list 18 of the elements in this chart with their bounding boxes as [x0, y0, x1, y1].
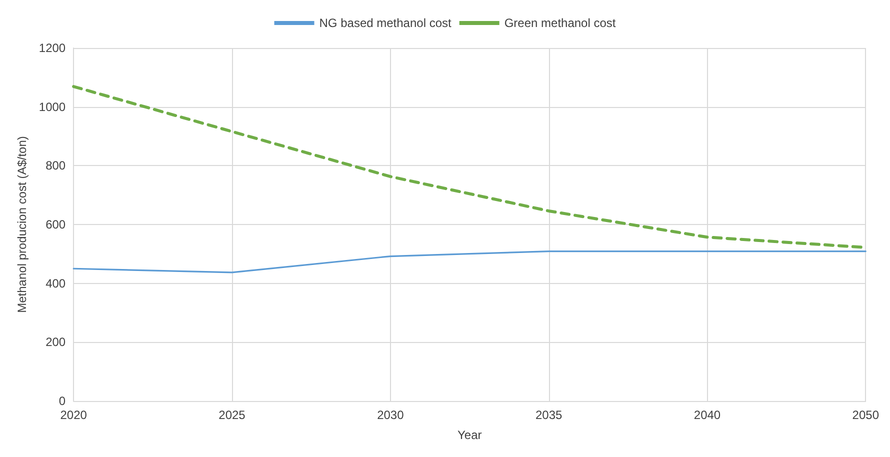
x-tick-label: 2040	[694, 408, 721, 422]
y-axis-title: Methanol producion cost (A$/ton)	[15, 136, 29, 313]
y-tick-label: 200	[46, 335, 66, 350]
x-axis-title: Year	[458, 428, 482, 442]
legend-label: NG based methanol cost	[319, 16, 452, 30]
y-tick-label: 1000	[38, 100, 66, 114]
y-tick-label: 600	[46, 218, 66, 232]
y-tick-label: 400	[46, 276, 66, 290]
y-tick-label: 1200	[38, 41, 66, 55]
x-tick-label: 2020	[60, 408, 88, 422]
x-tick-label: 2050	[852, 408, 880, 422]
y-tick-label: 800	[46, 158, 66, 173]
y-tick-label: 0	[58, 394, 66, 408]
legend-label: Green methanol cost	[504, 16, 616, 30]
x-tick-label: 2035	[535, 408, 562, 422]
line-series	[72, 250, 866, 274]
x-tick-label: 2025	[218, 408, 246, 422]
x-tick-label: 2030	[377, 408, 404, 422]
